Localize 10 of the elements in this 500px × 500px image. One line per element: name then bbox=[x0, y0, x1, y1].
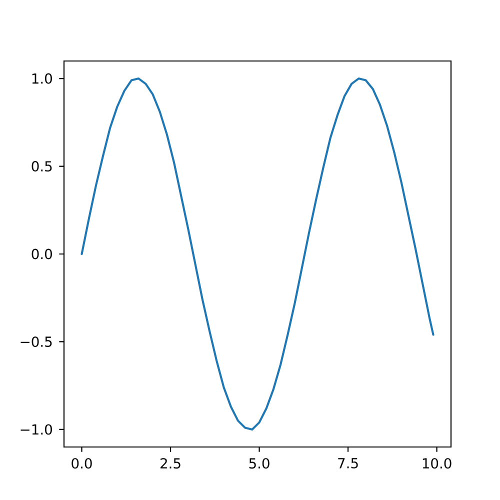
y-tick-label: 0.5 bbox=[32, 161, 52, 172]
x-tick-label: 10.0 bbox=[422, 458, 452, 469]
x-tick-label: 5.0 bbox=[249, 458, 270, 469]
x-tick-label: 0.0 bbox=[72, 458, 92, 469]
y-tick-label: −1.0 bbox=[20, 424, 52, 435]
y-tick-label: 0.0 bbox=[32, 248, 52, 260]
y-tick-label: −0.5 bbox=[20, 336, 52, 347]
x-tick-label: 2.5 bbox=[160, 458, 180, 469]
x-tick-label: 7.5 bbox=[338, 458, 358, 468]
y-tick-label: 1.0 bbox=[32, 73, 52, 84]
